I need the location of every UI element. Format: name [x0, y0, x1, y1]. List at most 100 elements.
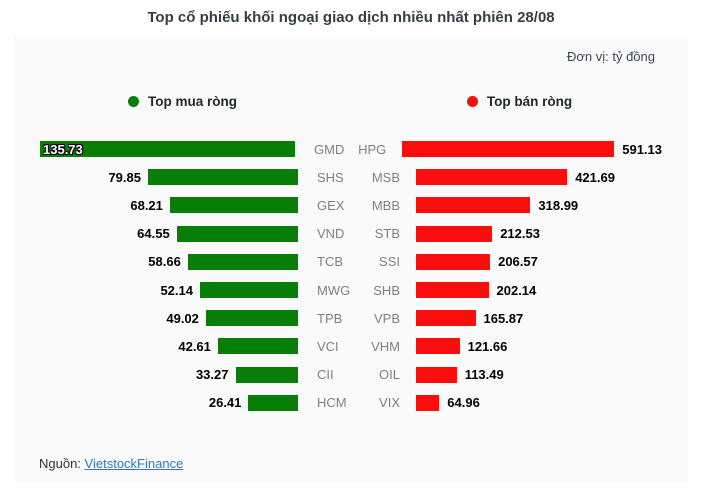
buy-ticker-label: MWG	[317, 282, 351, 298]
bar-row: 33.27 CII OIL 113.49	[40, 361, 662, 389]
sell-value-label: 202.14	[496, 282, 537, 298]
buy-legend-label: Top mua ròng	[148, 94, 237, 109]
sell-bar	[416, 394, 440, 411]
source-note: Nguồn: VietstockFinance	[39, 456, 183, 471]
sell-ticker-label: OIL	[379, 367, 400, 383]
sell-ticker-label: STB	[374, 226, 400, 242]
sell-legend-label: Top bán ròng	[486, 94, 573, 109]
buy-ticker-label: GMD	[314, 141, 345, 157]
sell-bar	[402, 141, 615, 158]
buy-bar	[176, 225, 298, 242]
buy-value-label: 79.85	[108, 169, 141, 185]
buy-value-label: 52.14	[160, 282, 193, 298]
buy-bar-cell: 26.41	[40, 394, 298, 411]
sell-bar-cell: 212.53	[416, 225, 662, 242]
buy-bar-cell: 49.02	[40, 310, 298, 327]
bar-row: 68.21 GEX MBB 318.99	[40, 191, 662, 219]
sell-ticker-label: SHB	[373, 282, 400, 298]
buy-bar	[200, 282, 298, 299]
bar-row: 49.02 TPB VPB 165.87	[40, 304, 662, 332]
legend-item-buy: Top mua ròng	[14, 94, 351, 109]
buy-bar-cell: 58.66	[40, 253, 298, 270]
buy-value-label: 49.02	[166, 310, 199, 326]
buy-bar	[148, 169, 298, 186]
buy-value-label: 64.55	[137, 226, 170, 242]
buy-ticker-label: VND	[317, 226, 345, 242]
chart-panel: Đơn vị: tỷ đồng Top mua ròng Top bán ròn…	[14, 36, 688, 481]
sell-bar-cell: 591.13	[402, 141, 662, 158]
buy-ticker-label: VCI	[317, 338, 339, 354]
sell-legend-dot-icon	[466, 96, 478, 107]
sell-bar-cell: 206.57	[416, 253, 662, 270]
buy-bar-cell: 33.27	[40, 366, 298, 383]
buy-ticker-label: SHS	[317, 169, 344, 185]
sell-ticker-label: HPG	[358, 141, 387, 157]
buy-ticker-label: GEX	[317, 197, 345, 213]
buy-bar	[235, 366, 298, 383]
sell-value-label: 318.99	[538, 197, 579, 213]
sell-value-label: 591.13	[622, 141, 662, 157]
sell-value-label: 64.96	[447, 395, 480, 411]
sell-ticker-label: SSI	[379, 254, 400, 270]
sell-bar	[416, 197, 531, 214]
bar-row: 58.66 TCB SSI 206.57	[40, 248, 662, 276]
buy-value-label: 68.21	[130, 197, 163, 213]
sell-bar	[416, 225, 493, 242]
sell-bar	[416, 366, 457, 383]
sell-value-label: 421.69	[575, 169, 615, 185]
bar-row: 64.55 VND STB 212.53	[40, 220, 662, 248]
buy-ticker-label: TPB	[317, 310, 343, 326]
bar-row: 42.61 VCI VHM 121.66	[40, 332, 662, 360]
source-label: Nguồn:	[39, 456, 81, 471]
buy-value-label: 42.61	[178, 338, 211, 354]
sell-bar-cell: 421.69	[416, 169, 662, 186]
bar-row: 52.14 MWG SHB 202.14	[40, 276, 662, 304]
sell-bar	[416, 169, 568, 186]
sell-ticker-label: VPB	[373, 310, 400, 326]
buy-bar	[248, 394, 298, 411]
buy-bar-cell: 42.61	[40, 338, 298, 355]
buy-bar	[169, 197, 298, 214]
sell-ticker-label: MBB	[371, 197, 400, 213]
sell-value-label: 121.66	[467, 338, 508, 354]
buy-bar: 135.73	[40, 141, 295, 158]
buy-bar-cell: 79.85	[40, 169, 298, 186]
sell-bar-cell: 165.87	[416, 310, 662, 327]
sell-ticker-label: VHM	[371, 338, 400, 354]
sell-bar	[416, 253, 491, 270]
source-link[interactable]: VietstockFinance	[84, 456, 184, 471]
sell-bar	[416, 282, 489, 299]
bar-row: 135.73 GMD HPG 591.13	[40, 135, 662, 163]
buy-bar-cell: 135.73	[40, 141, 295, 158]
buy-bar-cell: 68.21	[40, 197, 298, 214]
sell-ticker-label: MSB	[371, 169, 400, 185]
sell-bar-cell: 318.99	[416, 197, 662, 214]
legend-item-sell: Top bán ròng	[351, 94, 688, 109]
buy-ticker-label: TCB	[317, 254, 343, 270]
legend: Top mua ròng Top bán ròng	[14, 94, 688, 109]
unit-label: Đơn vị: tỷ đồng	[566, 49, 655, 64]
sell-value-label: 212.53	[500, 226, 540, 242]
buy-ticker-label: CII	[317, 367, 334, 383]
buy-ticker-label: HCM	[317, 395, 347, 411]
sell-bar	[416, 338, 460, 355]
bar-row: 26.41 HCM VIX 64.96	[40, 389, 662, 417]
buy-bar	[217, 338, 298, 355]
buy-bar-cell: 52.14	[40, 282, 298, 299]
sell-bar-cell: 202.14	[416, 282, 662, 299]
bar-row: 79.85 SHS MSB 421.69	[40, 163, 662, 191]
sell-value-label: 113.49	[464, 367, 504, 383]
sell-bar-cell: 121.66	[416, 338, 662, 355]
buy-bar-cell: 64.55	[40, 225, 298, 242]
sell-value-label: 206.57	[498, 254, 538, 270]
buy-value-label: 58.66	[148, 254, 181, 270]
sell-bar-cell: 64.96	[416, 394, 662, 411]
sell-bar-cell: 113.49	[416, 366, 662, 383]
buy-value-label: 26.41	[208, 395, 242, 411]
sell-value-label: 165.87	[483, 310, 524, 326]
buy-legend-dot-icon	[128, 96, 139, 107]
buy-value-label: 135.73	[43, 141, 83, 157]
page-title: Top cổ phiếu khối ngoại giao dịch nhiều …	[147, 9, 555, 26]
buy-bar	[187, 253, 298, 270]
bar-rows: 135.73 GMD HPG 591.13 79.85 SHS MSB 421.69 68.21…	[14, 135, 688, 417]
